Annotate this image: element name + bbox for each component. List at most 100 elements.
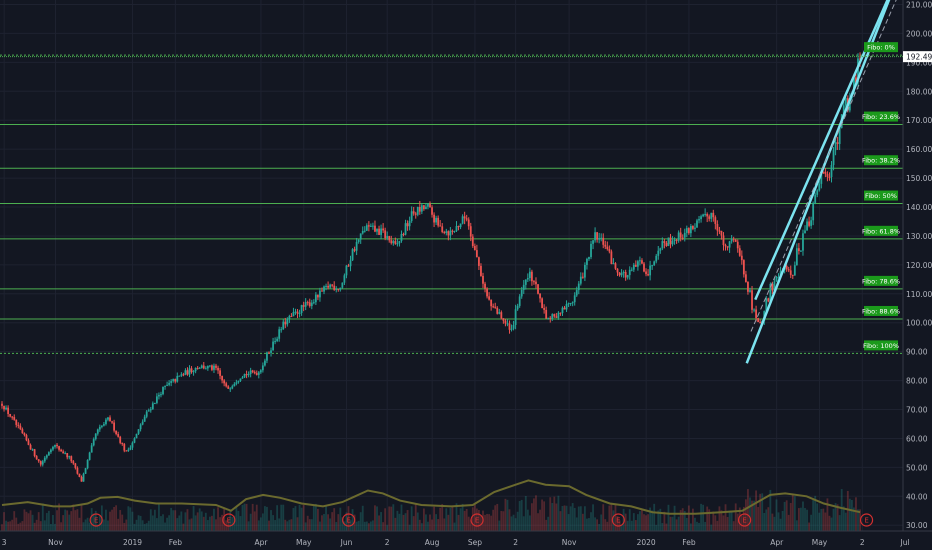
earnings-marker-label: E bbox=[864, 517, 868, 525]
volume-bar bbox=[416, 512, 419, 531]
candle-body bbox=[86, 459, 89, 469]
volume-bar bbox=[166, 517, 168, 531]
candle-body bbox=[537, 284, 539, 294]
candle-body bbox=[103, 424, 105, 426]
price-tick-label: 180.00 bbox=[906, 87, 932, 96]
volume-bar bbox=[498, 520, 501, 531]
volume-bar bbox=[533, 498, 535, 531]
volume-bar bbox=[718, 506, 721, 531]
volume-bar bbox=[78, 517, 81, 531]
volume-bar bbox=[610, 503, 613, 531]
candle-body bbox=[439, 225, 442, 227]
candle-body bbox=[119, 436, 122, 443]
candle-body bbox=[596, 232, 599, 240]
candle-body bbox=[204, 368, 207, 370]
candle-body bbox=[41, 461, 44, 465]
candle-body bbox=[787, 269, 790, 271]
volume-bar bbox=[663, 511, 666, 531]
candle-body bbox=[683, 232, 686, 238]
candle-body bbox=[1, 403, 3, 406]
volume-bar bbox=[398, 513, 401, 531]
volume-bar bbox=[842, 506, 845, 531]
candle-body bbox=[155, 396, 158, 403]
candle-body bbox=[777, 276, 780, 278]
candle-body bbox=[257, 372, 260, 375]
candle-body bbox=[164, 385, 166, 387]
candle-body bbox=[294, 311, 297, 313]
volume-bar bbox=[620, 524, 623, 531]
candle-body bbox=[178, 375, 181, 377]
candle-body bbox=[773, 281, 776, 291]
volume-bar bbox=[302, 505, 305, 531]
price-tick-label: 140.00 bbox=[906, 203, 932, 212]
volume-bar bbox=[494, 505, 497, 531]
volume-bar bbox=[431, 519, 433, 531]
candle-body bbox=[561, 307, 564, 313]
candle-body bbox=[418, 206, 421, 212]
candle-body bbox=[410, 211, 413, 221]
volume-bar bbox=[317, 508, 319, 531]
candle-body bbox=[259, 370, 262, 373]
volume-bar bbox=[219, 517, 221, 531]
volume-bar bbox=[429, 514, 431, 531]
volume-bar bbox=[50, 523, 52, 531]
volume-bar bbox=[404, 513, 407, 531]
candle-body bbox=[200, 365, 203, 368]
volume-bar bbox=[814, 495, 817, 531]
earnings-marker-circle bbox=[470, 513, 484, 527]
volume-bar bbox=[700, 503, 702, 531]
volume-bar bbox=[278, 518, 281, 531]
candle-body bbox=[105, 419, 107, 425]
candle-body bbox=[288, 316, 291, 319]
volume-bar bbox=[147, 520, 150, 531]
candle-body bbox=[68, 456, 71, 458]
candle-body bbox=[694, 227, 696, 229]
candle-body bbox=[43, 457, 46, 462]
candle-body bbox=[145, 411, 148, 417]
volume-bar bbox=[612, 510, 615, 531]
candle-body bbox=[235, 382, 238, 384]
candle-body bbox=[62, 451, 65, 454]
candle-body bbox=[113, 422, 115, 431]
volume-bar bbox=[386, 524, 389, 531]
volume-bar bbox=[215, 519, 217, 531]
candle-body bbox=[339, 287, 342, 290]
candle-body bbox=[726, 246, 729, 248]
volume-bar bbox=[223, 508, 226, 531]
volume-bar bbox=[592, 504, 594, 531]
candle-body bbox=[714, 217, 717, 224]
fib-label-box bbox=[864, 225, 898, 236]
candle-body bbox=[475, 250, 478, 258]
volume-bar bbox=[459, 508, 462, 531]
volume-bar bbox=[488, 514, 491, 531]
candle-body bbox=[198, 367, 201, 369]
candle-body bbox=[180, 374, 183, 376]
volume-bar bbox=[119, 510, 122, 531]
volume-bar bbox=[848, 498, 851, 531]
volume-bar bbox=[634, 520, 637, 531]
candle-body bbox=[586, 258, 588, 265]
candle-body bbox=[172, 379, 175, 382]
candle-body bbox=[380, 228, 382, 235]
candle-body bbox=[486, 288, 488, 297]
current-price-box bbox=[903, 51, 932, 63]
candle-body bbox=[25, 435, 28, 441]
candle-body bbox=[384, 230, 387, 239]
candle-body bbox=[374, 225, 376, 232]
volume-bar bbox=[202, 516, 205, 531]
candle-body bbox=[231, 386, 234, 389]
volume-bar bbox=[602, 504, 605, 531]
candle-body bbox=[396, 243, 399, 245]
candle-body bbox=[56, 444, 58, 447]
candle-body bbox=[292, 312, 295, 317]
volume-bar bbox=[186, 509, 189, 531]
volume-bar bbox=[455, 503, 458, 531]
volume-bar bbox=[500, 510, 503, 531]
price-tick-label: 120.00 bbox=[906, 261, 932, 270]
volume-bar bbox=[573, 507, 576, 531]
candle-body bbox=[13, 417, 16, 420]
time-axis[interactable]: 3 Nov 2019 Feb Apr May Jun 2 Aug Sep 2 Nov 2020 Feb Ap… bbox=[0, 530, 932, 547]
volume-bar bbox=[826, 498, 829, 531]
volume-bar bbox=[759, 493, 762, 531]
